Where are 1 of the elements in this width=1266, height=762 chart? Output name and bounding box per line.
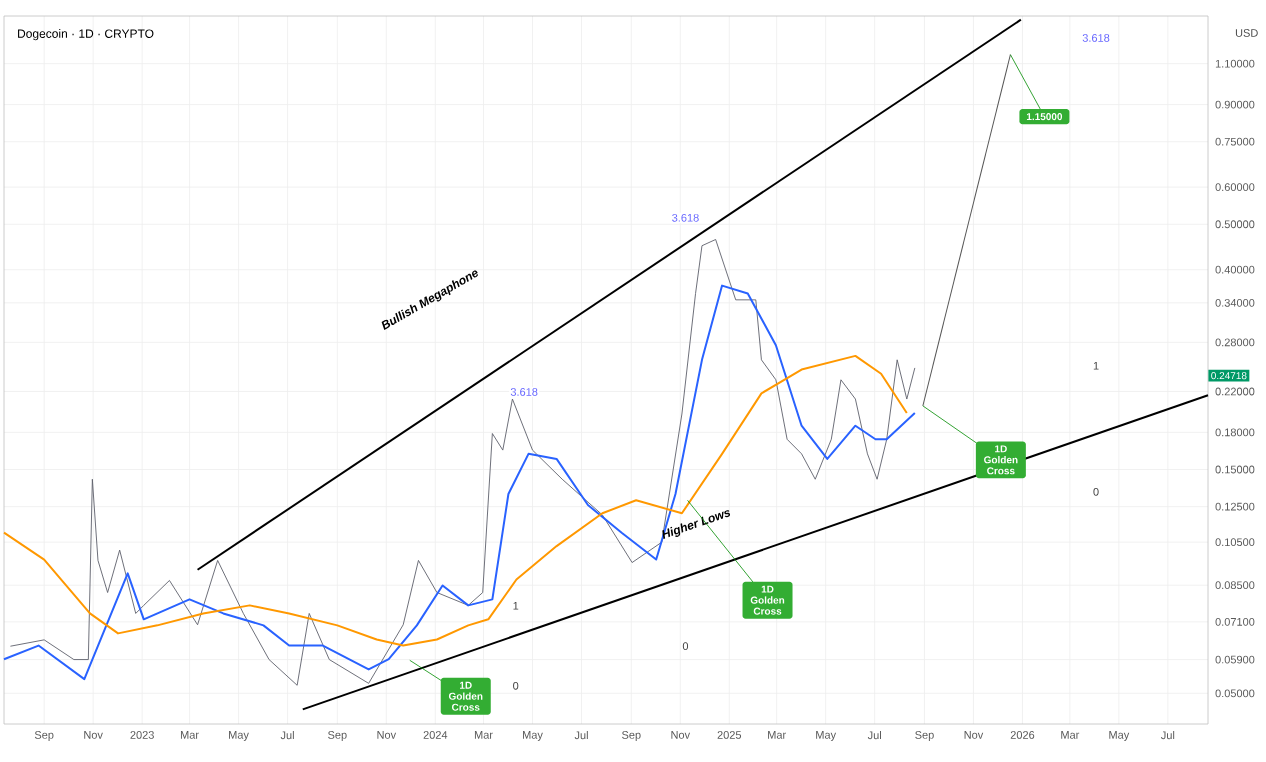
line-series — [3, 354, 908, 647]
